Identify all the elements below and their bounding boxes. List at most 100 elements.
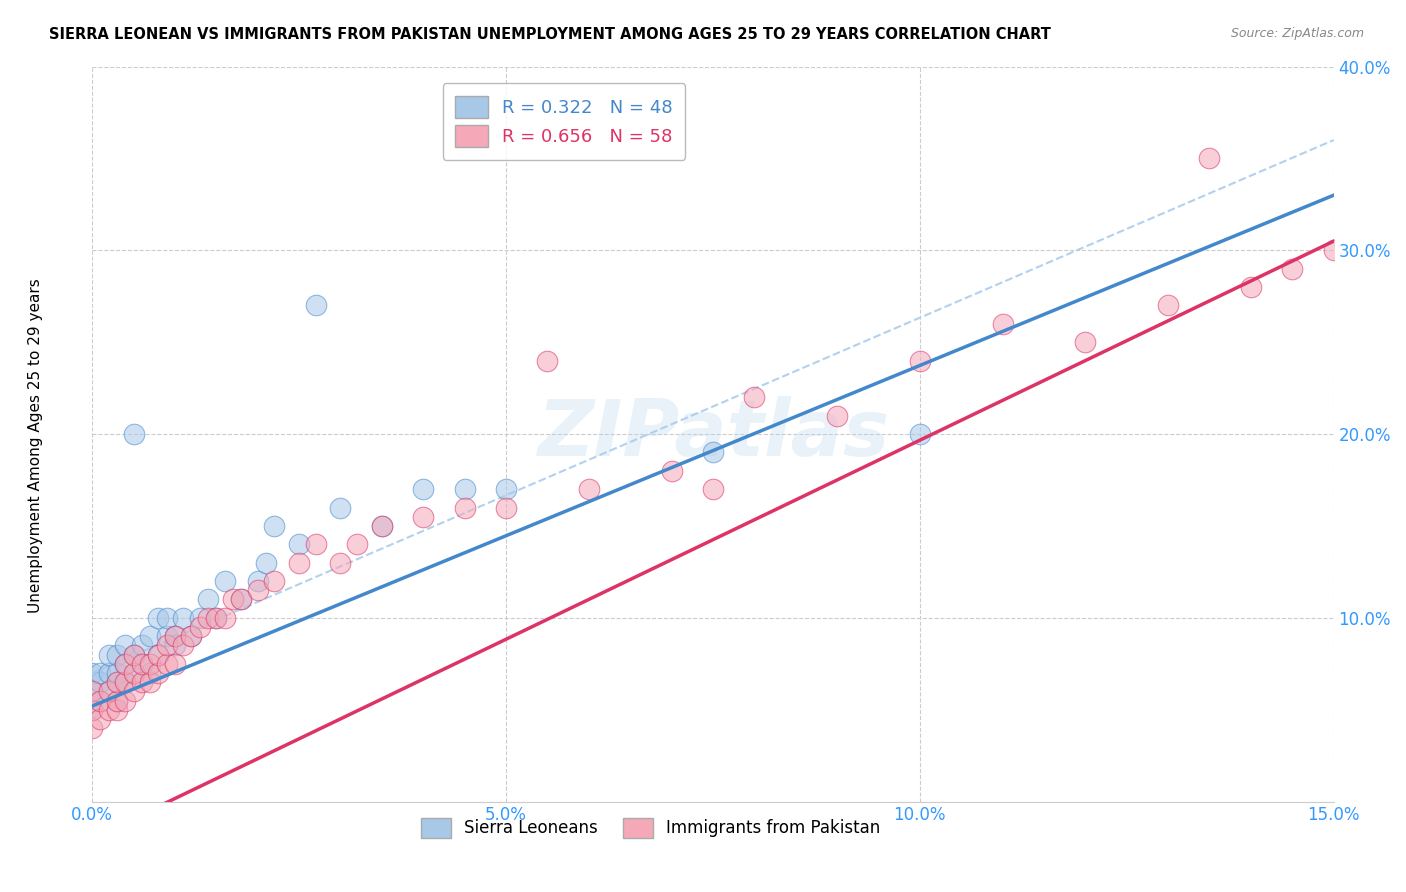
Point	[105, 648, 128, 662]
Point	[908, 353, 931, 368]
Point	[453, 482, 475, 496]
Point	[122, 648, 145, 662]
Point	[288, 537, 311, 551]
Point	[156, 657, 179, 671]
Point	[89, 693, 111, 707]
Point	[82, 665, 104, 680]
Point	[231, 592, 253, 607]
Point	[908, 427, 931, 442]
Point	[105, 675, 128, 690]
Point	[82, 684, 104, 698]
Point	[114, 639, 136, 653]
Point	[131, 675, 153, 690]
Text: Source: ZipAtlas.com: Source: ZipAtlas.com	[1230, 27, 1364, 40]
Point	[254, 556, 277, 570]
Point	[304, 537, 326, 551]
Point	[163, 657, 186, 671]
Point	[412, 482, 434, 496]
Point	[105, 675, 128, 690]
Point	[139, 665, 162, 680]
Point	[702, 482, 724, 496]
Point	[122, 665, 145, 680]
Legend: Sierra Leoneans, Immigrants from Pakistan: Sierra Leoneans, Immigrants from Pakista…	[415, 811, 887, 845]
Point	[148, 611, 170, 625]
Point	[702, 445, 724, 459]
Point	[197, 611, 219, 625]
Point	[122, 684, 145, 698]
Point	[453, 500, 475, 515]
Point	[82, 703, 104, 717]
Point	[172, 639, 194, 653]
Point	[172, 611, 194, 625]
Point	[122, 665, 145, 680]
Point	[89, 665, 111, 680]
Point	[156, 629, 179, 643]
Point	[222, 592, 245, 607]
Point	[742, 390, 765, 404]
Point	[139, 657, 162, 671]
Point	[82, 703, 104, 717]
Point	[180, 629, 202, 643]
Point	[97, 684, 120, 698]
Text: ZIPatlas: ZIPatlas	[537, 396, 889, 472]
Point	[346, 537, 368, 551]
Point	[105, 665, 128, 680]
Point	[371, 519, 394, 533]
Point	[97, 665, 120, 680]
Point	[122, 427, 145, 442]
Point	[97, 684, 120, 698]
Point	[495, 500, 517, 515]
Point	[131, 657, 153, 671]
Point	[180, 629, 202, 643]
Point	[205, 611, 228, 625]
Point	[412, 509, 434, 524]
Point	[329, 500, 352, 515]
Point	[188, 611, 211, 625]
Point	[139, 675, 162, 690]
Point	[495, 482, 517, 496]
Point	[131, 639, 153, 653]
Point	[148, 648, 170, 662]
Point	[246, 574, 269, 588]
Text: SIERRA LEONEAN VS IMMIGRANTS FROM PAKISTAN UNEMPLOYMENT AMONG AGES 25 TO 29 YEAR: SIERRA LEONEAN VS IMMIGRANTS FROM PAKIST…	[49, 27, 1052, 42]
Point	[371, 519, 394, 533]
Point	[825, 409, 848, 423]
Text: Unemployment Among Ages 25 to 29 years: Unemployment Among Ages 25 to 29 years	[28, 278, 42, 614]
Point	[156, 611, 179, 625]
Point	[97, 648, 120, 662]
Point	[105, 693, 128, 707]
Point	[89, 675, 111, 690]
Point	[214, 611, 236, 625]
Point	[82, 721, 104, 735]
Point	[1198, 152, 1220, 166]
Point	[1240, 280, 1263, 294]
Point	[163, 629, 186, 643]
Point	[82, 684, 104, 698]
Point	[661, 464, 683, 478]
Point	[304, 298, 326, 312]
Point	[578, 482, 600, 496]
Point	[288, 556, 311, 570]
Point	[114, 657, 136, 671]
Point	[131, 657, 153, 671]
Point	[105, 693, 128, 707]
Point	[139, 629, 162, 643]
Point	[263, 574, 285, 588]
Point	[1281, 261, 1303, 276]
Point	[148, 665, 170, 680]
Point	[188, 620, 211, 634]
Point	[114, 675, 136, 690]
Point	[97, 703, 120, 717]
Point	[122, 648, 145, 662]
Point	[1074, 335, 1097, 350]
Point	[89, 693, 111, 707]
Point	[1323, 244, 1346, 258]
Point	[1157, 298, 1180, 312]
Point	[163, 629, 186, 643]
Point	[329, 556, 352, 570]
Point	[536, 353, 558, 368]
Point	[105, 703, 128, 717]
Point	[197, 592, 219, 607]
Point	[214, 574, 236, 588]
Point	[148, 648, 170, 662]
